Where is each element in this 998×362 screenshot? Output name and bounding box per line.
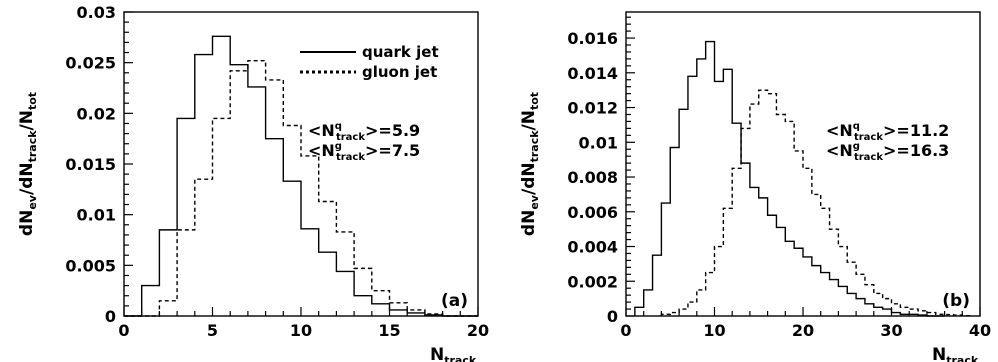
y-tick-label: 0.01 (77, 206, 116, 225)
y-tick-label: 0.008 (567, 168, 618, 187)
x-tick-label: 10 (703, 321, 725, 340)
y-tick-label: 0.006 (567, 203, 618, 222)
x-axis-label: Ntrack (932, 345, 979, 362)
y-tick-label: 0 (607, 307, 618, 326)
y-tick-label: 0.004 (567, 238, 618, 257)
x-tick-label: 10 (290, 321, 312, 340)
y-tick-label: 0.016 (567, 29, 618, 48)
x-tick-label: 5 (207, 321, 218, 340)
mean-annotation: <Nq track>=11.2 (826, 121, 949, 143)
panel-b: 0 10 20 30 40 0 0.002 0.004 0.006 0.008 0.01 0.012 0… (519, 11, 991, 362)
x-tick-label: 0 (620, 321, 631, 340)
y-tick-label: 0.01 (579, 133, 618, 152)
y-tick-label: 0.025 (65, 54, 116, 73)
y-tick-label: 0 (105, 307, 116, 326)
quark-jet-histogram (634, 40, 945, 317)
x-tick-label: 20 (792, 321, 814, 340)
y-tick-label: 0.005 (65, 256, 116, 275)
legend-label: quark jet (362, 43, 439, 61)
x-tick-label: 0 (118, 321, 129, 340)
y-tick-label: 0.03 (77, 3, 116, 22)
mean-annotation: <Ng track>=7.5 (308, 141, 420, 163)
x-tick-label: 20 (467, 321, 489, 340)
gluon-jet-histogram (660, 89, 972, 317)
panel-label: (a) (441, 291, 468, 311)
legend-label: gluon jet (362, 63, 437, 81)
y-tick-label: 0.015 (65, 155, 116, 174)
mean-annotation: <Nq track>=5.9 (308, 121, 420, 143)
x-axis-label: Ntrack (430, 345, 477, 362)
x-tick-label: 15 (378, 321, 400, 340)
x-tick-label: 30 (880, 321, 902, 340)
gluon-jet-histogram (124, 59, 478, 317)
y-tick-label: 0.014 (567, 64, 618, 83)
panel-label: (b) (942, 291, 970, 311)
quark-jet-histogram (124, 35, 478, 317)
y-tick-label: 0.012 (567, 99, 618, 118)
x-tick-label: 40 (969, 321, 991, 340)
panel-a: 0 5 10 15 20 0 0.005 0.01 0.015 0.02 0.025 0.03 Ntra… (17, 3, 489, 362)
y-tick-label: 0.02 (77, 104, 116, 123)
mean-annotation: <Ng track>=16.3 (826, 141, 949, 163)
y-axis-label: dNev/dNtrack/Ntot (17, 92, 39, 236)
y-axis-label: dNev/dNtrack/Ntot (519, 92, 541, 236)
y-tick-label: 0.002 (567, 272, 618, 291)
